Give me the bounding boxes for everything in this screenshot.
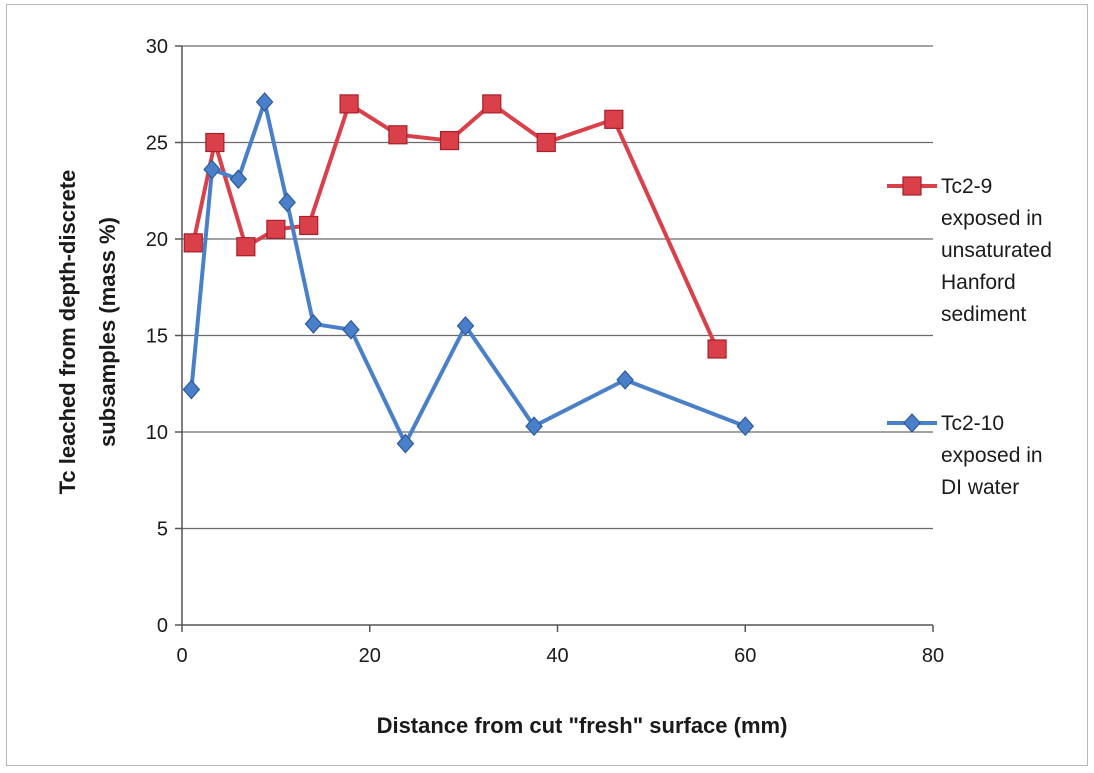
series-1-point-10 [536, 132, 556, 153]
y-axis-title: Tc leached from depth-discrete subsample… [55, 170, 120, 495]
gridlines [182, 45, 933, 530]
series-2-line [189, 99, 746, 446]
legend-label-2-line-3: DI water [941, 476, 1019, 499]
axes [175, 45, 934, 632]
y-tick-label-30: 30 [146, 36, 168, 58]
series-1-point-11 [604, 109, 624, 129]
legend-label-1-line-2: exposed in [941, 207, 1043, 230]
series-1 [183, 94, 727, 359]
y-tick-label-0: 0 [157, 615, 168, 637]
series-group [182, 92, 755, 454]
series-2-point-12 [736, 416, 755, 437]
series-1-point-9 [482, 94, 502, 114]
legend-swatch-marker-2 [903, 413, 921, 433]
legend-label-1-line-5: sediment [941, 303, 1026, 326]
y-axis-title-line-2: subsamples (mass %) [95, 217, 120, 447]
series-1-line [191, 101, 719, 350]
series-2-point-4 [255, 92, 274, 112]
series-2-point-8 [396, 433, 415, 454]
series-2-point-9 [456, 315, 475, 336]
series-1-point-2 [205, 132, 225, 153]
x-tick-label-0: 0 [176, 645, 187, 667]
series-1-point-8 [439, 130, 460, 151]
series-2-point-2 [203, 159, 221, 180]
y-tick-label-5: 5 [157, 519, 168, 541]
legend-label-2-line-1: Tc2-10 [941, 412, 1004, 435]
x-tick-label-20: 20 [359, 645, 381, 667]
tick-labels: 0 5 10 15 20 25 30 0 20 40 60 80 [146, 36, 944, 667]
y-tick-label-20: 20 [146, 229, 168, 251]
x-axis-title: Distance from cut "fresh" surface (mm) [377, 713, 788, 738]
series-1-point-5 [299, 215, 319, 236]
y-tick-label-10: 10 [146, 422, 168, 444]
x-tick-label-60: 60 [734, 645, 756, 667]
series-2-point-1 [182, 379, 201, 400]
series-2-point-11 [616, 369, 634, 390]
series-1-point-6 [339, 94, 359, 114]
series-2-point-7 [342, 319, 360, 340]
y-tick-label-15: 15 [146, 326, 168, 348]
chart-frame [6, 4, 1088, 766]
legend-label-2-line-2: exposed in [941, 444, 1043, 467]
series-2-point-10 [525, 416, 543, 437]
series-1-point-12 [707, 339, 727, 359]
legend-entry-1: Tc2-9 exposed in unsaturated Hanford sedimen… [887, 175, 1052, 326]
series-2-point-5 [278, 192, 296, 213]
x-tick-label-40: 40 [546, 645, 568, 667]
legend: Tc2-9 exposed in unsaturated Hanford sedimen… [887, 175, 1052, 499]
legend-swatch-marker-1 [902, 176, 922, 196]
series-1-point-3 [236, 237, 256, 257]
y-axis-title-line-1: Tc leached from depth-discrete [55, 170, 80, 495]
series-2-point-3 [229, 169, 248, 190]
legend-label-1-line-1: Tc2-9 [941, 175, 992, 198]
series-1-point-4 [266, 219, 286, 239]
series-2 [182, 92, 755, 454]
series-1-point-7 [388, 125, 408, 145]
series-2-point-6 [304, 314, 323, 334]
legend-entry-2: Tc2-10 exposed in DI water [887, 412, 1043, 499]
y-tick-label-25: 25 [146, 133, 168, 155]
legend-label-1-line-3: unsaturated [941, 239, 1052, 262]
legend-label-1-line-4: Hanford [941, 271, 1016, 294]
x-tick-label-80: 80 [922, 645, 944, 667]
series-1-point-1 [183, 233, 203, 253]
